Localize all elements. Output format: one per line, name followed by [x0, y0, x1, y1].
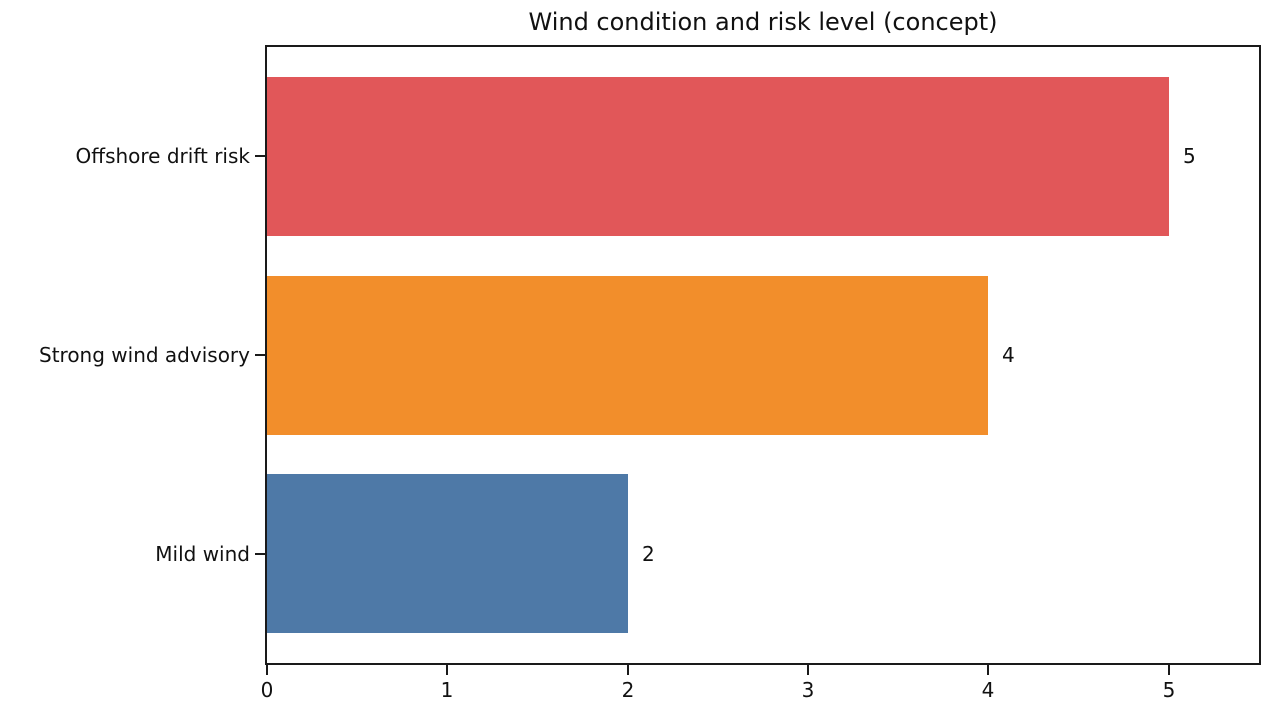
x-tick-mark: [266, 665, 268, 675]
y-tick-mark: [255, 354, 265, 356]
bar-value-label: 2: [642, 542, 655, 566]
x-tick-label: 5: [1162, 678, 1176, 702]
x-tick-label: 1: [440, 678, 454, 702]
x-tick-label: 0: [260, 678, 274, 702]
y-tick-label-offshore-drift-risk: Offshore drift risk: [75, 144, 250, 168]
x-tick-mark: [1168, 665, 1170, 675]
x-tick-mark: [627, 665, 629, 675]
y-tick-label-mild-wind: Mild wind: [155, 542, 250, 566]
bar-mild-wind: [267, 474, 628, 633]
x-tick-label: 4: [981, 678, 995, 702]
x-tick-label: 3: [801, 678, 815, 702]
y-tick-mark: [255, 553, 265, 555]
x-tick-label: 2: [621, 678, 635, 702]
y-tick-label-strong-wind-advisory: Strong wind advisory: [39, 343, 250, 367]
bar-value-label: 5: [1183, 144, 1196, 168]
plot-area: [265, 45, 1261, 665]
x-tick-mark: [807, 665, 809, 675]
bar-value-label: 4: [1002, 343, 1015, 367]
y-tick-mark: [255, 155, 265, 157]
chart-title: Wind condition and risk level (concept): [528, 8, 998, 36]
x-tick-mark: [446, 665, 448, 675]
bar-strong-wind-advisory: [267, 276, 988, 435]
x-tick-mark: [987, 665, 989, 675]
bar-offshore-drift-risk: [267, 77, 1169, 236]
